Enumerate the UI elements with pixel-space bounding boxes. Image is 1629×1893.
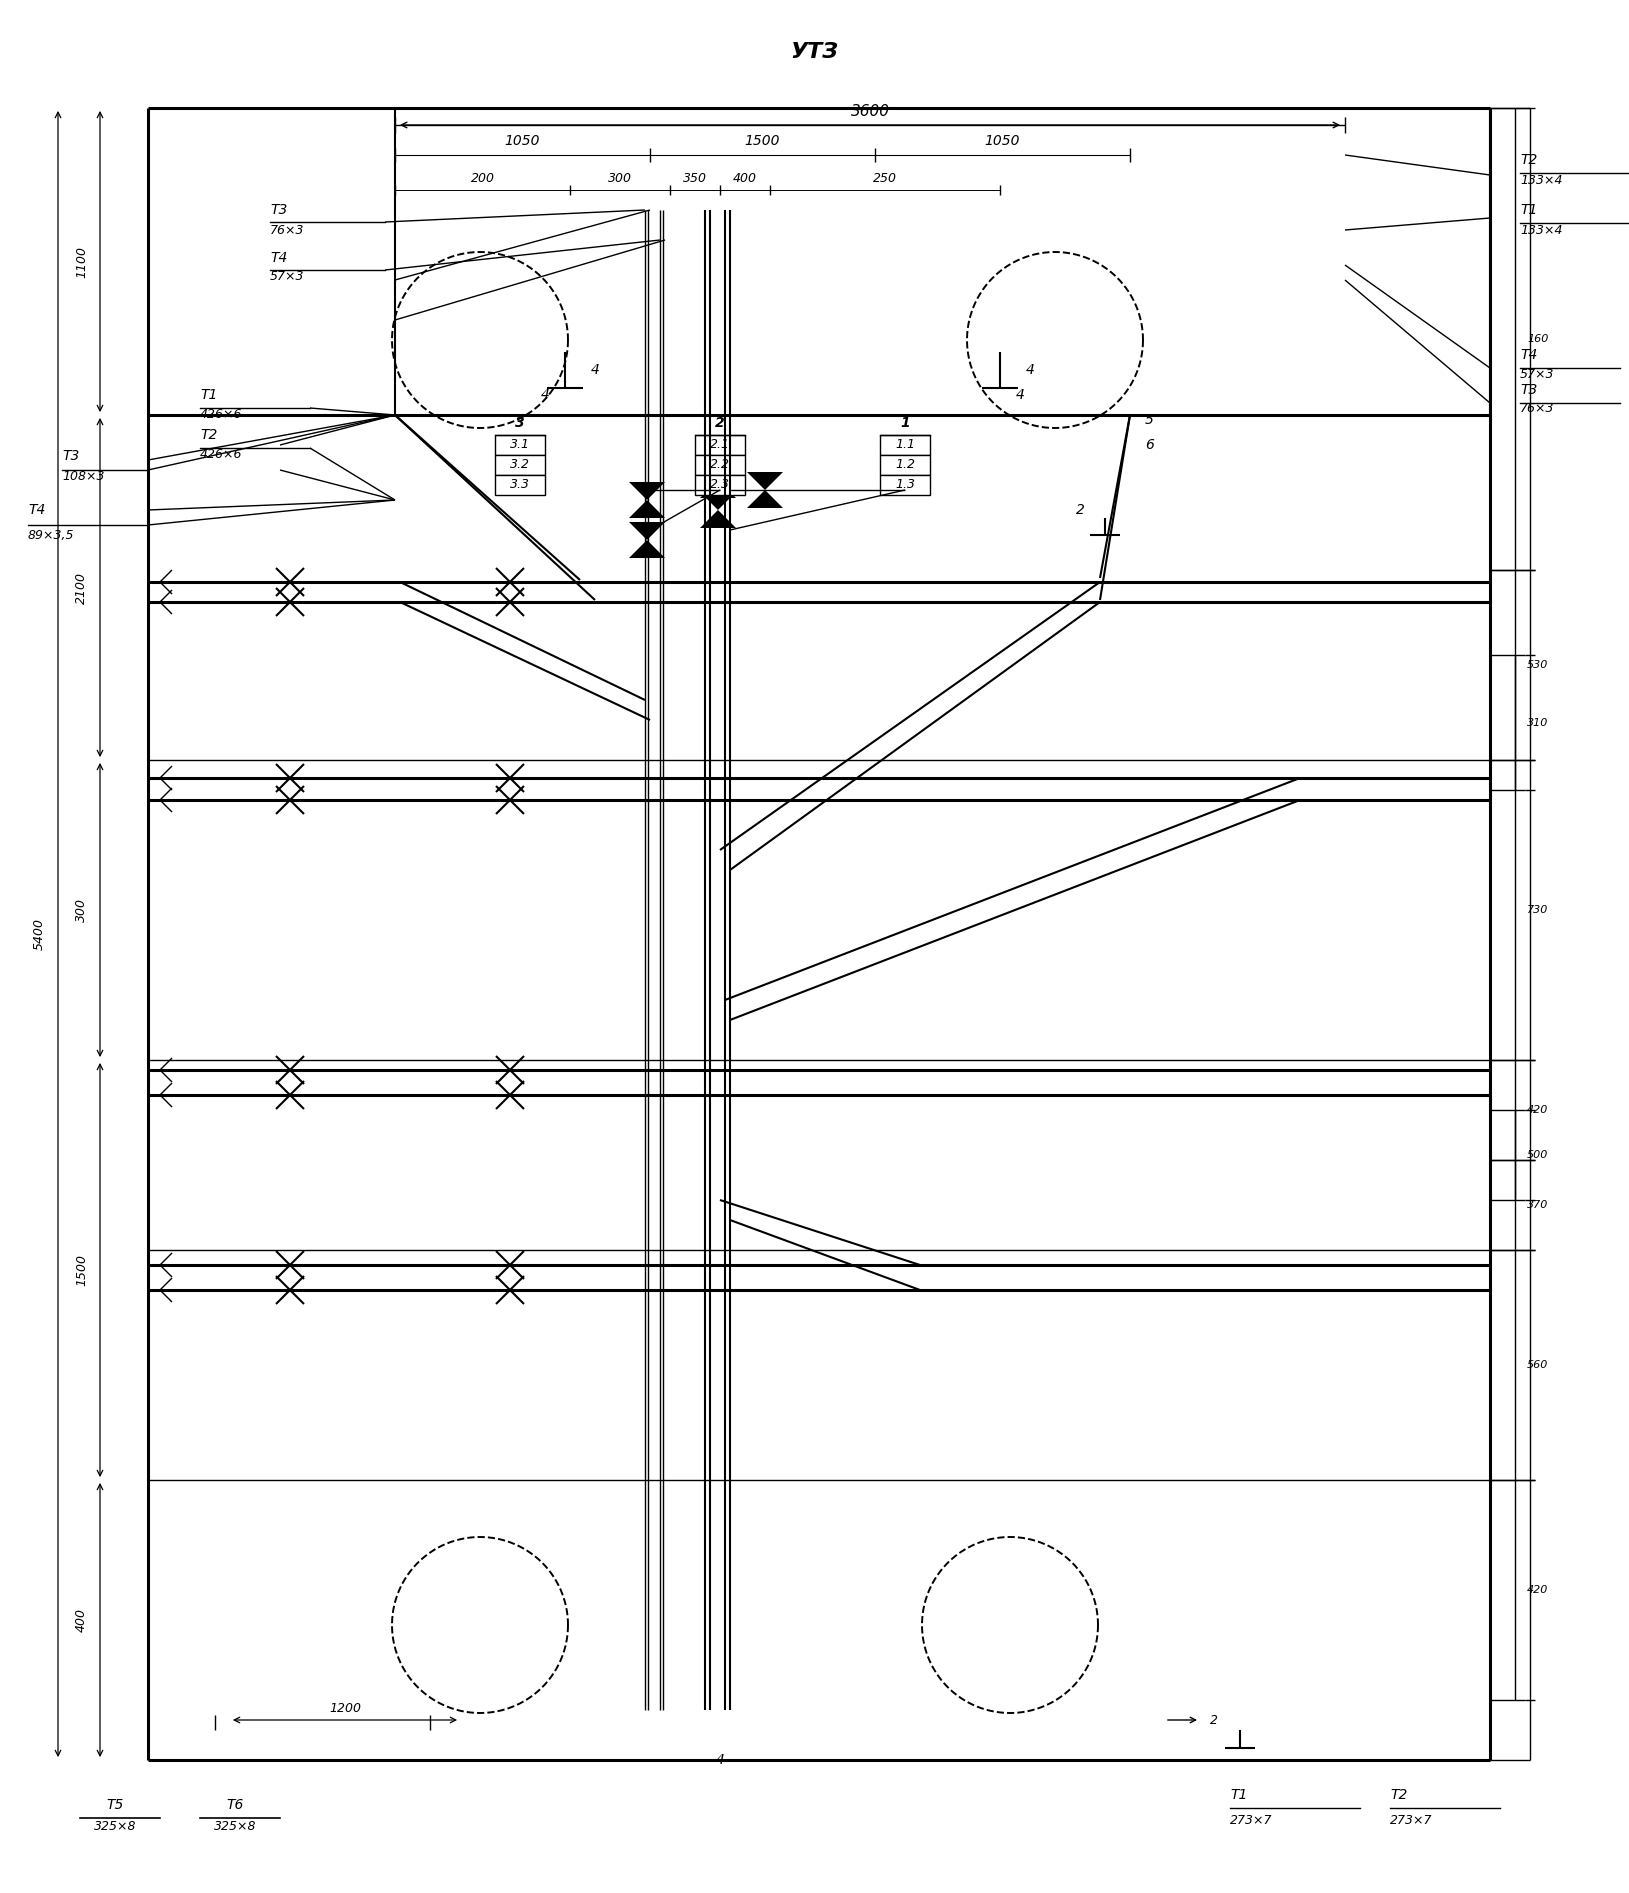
Text: 1.2: 1.2 [894, 458, 915, 471]
Text: 350: 350 [683, 172, 707, 184]
Polygon shape [700, 492, 736, 509]
Text: Т2: Т2 [1390, 1789, 1407, 1802]
Text: 1050: 1050 [986, 134, 1020, 148]
Text: 3.3: 3.3 [510, 479, 529, 492]
Text: 426×6: 426×6 [200, 447, 243, 460]
Text: 3: 3 [515, 416, 525, 430]
Text: 560: 560 [1526, 1359, 1549, 1371]
Bar [880, 475, 930, 494]
Text: Т6: Т6 [226, 1798, 244, 1812]
Text: Т4: Т4 [28, 504, 46, 517]
Text: 108×3: 108×3 [62, 469, 104, 483]
Polygon shape [700, 462, 736, 481]
Text: 1500: 1500 [75, 1253, 88, 1285]
Text: 6: 6 [1145, 437, 1153, 452]
Text: 400: 400 [75, 1607, 88, 1632]
Text: 1.1: 1.1 [894, 439, 915, 452]
Text: 300: 300 [75, 897, 88, 922]
Bar [880, 454, 930, 475]
Bar [495, 454, 546, 475]
Polygon shape [629, 483, 665, 500]
Polygon shape [748, 471, 784, 490]
Text: 250: 250 [873, 172, 898, 184]
Text: 89×3,5: 89×3,5 [28, 528, 75, 541]
Text: 530: 530 [1526, 661, 1549, 670]
Text: 1500: 1500 [744, 134, 780, 148]
Text: 2: 2 [715, 416, 725, 430]
Text: 76×3: 76×3 [1520, 403, 1554, 415]
Text: 1.3: 1.3 [894, 479, 915, 492]
Text: 325×8: 325×8 [213, 1819, 256, 1832]
Text: Т2: Т2 [200, 428, 217, 441]
Text: 300: 300 [608, 172, 632, 184]
Text: Т1: Т1 [1230, 1789, 1248, 1802]
Text: 1050: 1050 [505, 134, 541, 148]
Text: 160: 160 [1526, 333, 1549, 345]
Text: УТЗ: УТЗ [790, 42, 839, 62]
Polygon shape [629, 500, 665, 519]
Polygon shape [629, 540, 665, 558]
Text: 4: 4 [591, 363, 599, 377]
Text: 200: 200 [471, 172, 495, 184]
Bar [495, 435, 546, 454]
Text: 133×4: 133×4 [1520, 223, 1562, 237]
Text: 2100: 2100 [75, 572, 88, 604]
Text: 310: 310 [1526, 717, 1549, 727]
Text: 1100: 1100 [75, 246, 88, 278]
Text: 400: 400 [733, 172, 757, 184]
Text: Т3: Т3 [62, 449, 80, 464]
Text: 2: 2 [1075, 504, 1085, 517]
Text: 500: 500 [1526, 1151, 1549, 1160]
Text: Т5: Т5 [106, 1798, 124, 1812]
Text: 57×3: 57×3 [1520, 367, 1554, 380]
Text: 2.3: 2.3 [710, 479, 730, 492]
Text: 370: 370 [1526, 1200, 1549, 1210]
Bar [696, 435, 744, 454]
Text: 325×8: 325×8 [94, 1819, 137, 1832]
Text: 4: 4 [1026, 363, 1034, 377]
Bar [880, 435, 930, 454]
Text: 1200: 1200 [329, 1702, 362, 1715]
Text: 426×6: 426×6 [200, 407, 243, 420]
Text: 4: 4 [541, 388, 549, 401]
Bar [696, 454, 744, 475]
Polygon shape [748, 490, 784, 507]
Text: Т2: Т2 [1520, 153, 1538, 167]
Text: 76×3: 76×3 [270, 223, 305, 237]
Text: 420: 420 [1526, 1584, 1549, 1596]
Text: 5400: 5400 [33, 918, 46, 950]
Text: Т3: Т3 [1520, 382, 1538, 398]
Text: 420: 420 [1526, 1106, 1549, 1115]
Text: Т3: Т3 [270, 203, 287, 218]
Text: 3.2: 3.2 [510, 458, 529, 471]
Polygon shape [700, 481, 736, 498]
Text: 2.1: 2.1 [710, 439, 730, 452]
Text: Т4: Т4 [270, 252, 287, 265]
Text: 3.1: 3.1 [510, 439, 529, 452]
Text: 1: 1 [901, 416, 911, 430]
Text: 4: 4 [715, 1753, 725, 1766]
Text: 2: 2 [1210, 1713, 1218, 1726]
Bar [696, 475, 744, 494]
Polygon shape [700, 509, 736, 528]
Bar [495, 475, 546, 494]
Text: 273×7: 273×7 [1390, 1813, 1432, 1827]
Text: 273×7: 273×7 [1230, 1813, 1272, 1827]
Polygon shape [629, 522, 665, 540]
Text: 3600: 3600 [850, 104, 889, 119]
Text: Т1: Т1 [200, 388, 217, 401]
Text: Т4: Т4 [1520, 348, 1538, 362]
Text: Т1: Т1 [1520, 203, 1538, 218]
Text: 730: 730 [1526, 905, 1549, 914]
Text: 133×4: 133×4 [1520, 174, 1562, 187]
Text: 2.2: 2.2 [710, 458, 730, 471]
Text: 57×3: 57×3 [270, 269, 305, 282]
Text: 5: 5 [1145, 413, 1153, 428]
Text: 4: 4 [1015, 388, 1025, 401]
